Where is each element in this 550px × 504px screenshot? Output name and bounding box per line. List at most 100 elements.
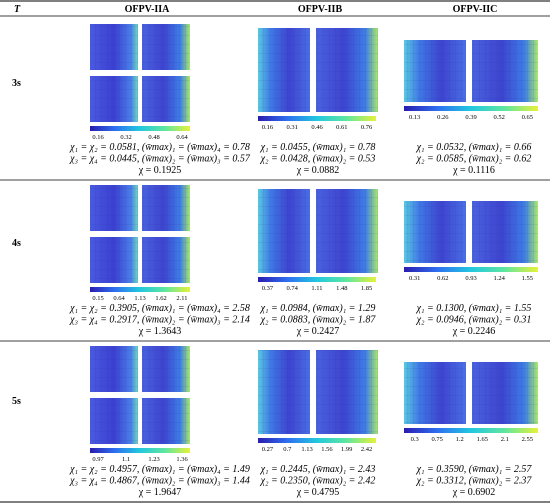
result-equation: χ = 0.0882 bbox=[296, 165, 340, 176]
result-equation: χ₂ = 0.0946, (w̄max)₂ = 0.31 bbox=[416, 315, 532, 326]
pv-panel-grid bbox=[316, 189, 378, 273]
colorbar-tick-label: 0.7 bbox=[283, 446, 292, 453]
pv-panel-grid bbox=[90, 346, 138, 392]
pv-panel-grid bbox=[142, 398, 190, 444]
colorbar-tick-label: 0.93 bbox=[465, 275, 476, 282]
result-equation: χ₁ = 0.0984, (w̄max)₁ = 1.29 bbox=[260, 303, 376, 314]
column-header: OFPV-IIA bbox=[125, 4, 171, 15]
colorbar bbox=[90, 448, 190, 453]
colorbar-tick-label: 0.13 bbox=[409, 114, 420, 121]
pv-panel-grid bbox=[90, 24, 138, 70]
colorbar-tick-label: 1.99 bbox=[341, 446, 352, 453]
colorbar-tick-label: 0.37 bbox=[262, 285, 274, 292]
column-header: OFPV-IIB bbox=[298, 4, 343, 15]
colorbar-tick-label: 0.31 bbox=[409, 275, 420, 282]
colorbar bbox=[90, 287, 190, 292]
pv-panel-grid bbox=[258, 189, 310, 273]
colorbar-tick-label: 0.97 bbox=[92, 456, 104, 463]
colorbar-tick-label: 0.65 bbox=[522, 114, 533, 121]
result-equation: χ₁ = χ₂ = 0.4957, (w̄max)₁ = (w̄max)₄ = … bbox=[69, 464, 250, 475]
colorbar-tick-label: 1.56 bbox=[321, 446, 333, 453]
colorbar-tick-label: 0.76 bbox=[361, 124, 373, 131]
result-equation: χ = 0.1925 bbox=[138, 165, 182, 176]
pv-panel-grid bbox=[316, 28, 378, 112]
result-equation: χ₁ = 0.3590, (w̄max)₁ = 2.57 bbox=[416, 464, 533, 475]
pv-panel-grid bbox=[142, 237, 190, 283]
pv-panel-grid bbox=[404, 362, 466, 424]
colorbar-tick-label: 2.42 bbox=[361, 446, 372, 453]
result-equation: χ₁ = 0.2445, (w̄max)₁ = 2.43 bbox=[260, 464, 376, 475]
colorbar-tick-label: 1.62 bbox=[155, 295, 166, 302]
colorbar-tick-label: 1.85 bbox=[361, 285, 372, 292]
result-equation: χ₃ = χ₄ = 0.4867, (w̄max)₂ = (w̄max)₃ = … bbox=[69, 476, 250, 487]
colorbar bbox=[404, 106, 538, 111]
colorbar-tick-label: 1.55 bbox=[522, 275, 533, 282]
colorbar-tick-label: 2.55 bbox=[522, 436, 533, 443]
colorbar-tick-label: 0.15 bbox=[92, 295, 103, 302]
result-equation: χ₂ = 0.3312, (w̄max)₂ = 2.37 bbox=[416, 476, 533, 487]
pv-panel-grid bbox=[472, 201, 538, 263]
colorbar bbox=[258, 438, 376, 443]
result-equation: χ₁ = χ₂ = 0.0581, (w̄max)₁ = (w̄max)₄ = … bbox=[69, 142, 250, 153]
colorbar-tick-label: 1.13 bbox=[134, 295, 145, 302]
colorbar-tick-label: 0.27 bbox=[262, 446, 274, 453]
result-equation: χ = 1.9647 bbox=[138, 487, 182, 498]
result-equation: χ = 0.4795 bbox=[296, 487, 340, 498]
pv-panel-grid bbox=[258, 350, 310, 434]
pv-panel-grid bbox=[90, 237, 138, 283]
result-equation: χ₁ = 0.1300, (w̄max)₁ = 1.55 bbox=[416, 303, 532, 314]
colorbar-tick-label: 2.1 bbox=[501, 436, 509, 443]
colorbar-tick-label: 0.48 bbox=[148, 134, 159, 141]
colorbar-tick-label: 0.39 bbox=[465, 114, 476, 121]
colorbar-tick-label: 1.36 bbox=[176, 456, 188, 463]
pv-panel-grid bbox=[90, 398, 138, 444]
colorbar-tick-label: 0.62 bbox=[437, 275, 448, 282]
pv-panel-grid bbox=[142, 24, 190, 70]
colorbar-tick-label: 1.23 bbox=[148, 456, 159, 463]
colorbar-tick-label: 1.2 bbox=[456, 436, 464, 443]
row-label: 5s bbox=[12, 396, 21, 407]
colorbar-tick-label: 0.32 bbox=[120, 134, 131, 141]
colorbar-tick-label: 1.13 bbox=[301, 446, 312, 453]
colorbar bbox=[258, 277, 376, 282]
colorbar bbox=[404, 267, 538, 272]
pv-panel-grid bbox=[142, 185, 190, 231]
result-equation: χ₃ = χ₄ = 0.0445, (w̄max)₂ = (w̄max)₃ = … bbox=[69, 154, 251, 165]
result-equation: χ₃ = χ₄ = 0.2917, (w̄max)₂ = (w̄max)₃ = … bbox=[69, 315, 250, 326]
result-equation: χ₂ = 0.0585, (w̄max)₂ = 0.62 bbox=[416, 154, 532, 165]
colorbar-tick-label: 2.11 bbox=[176, 295, 187, 302]
colorbar-tick-label: 1.11 bbox=[311, 285, 322, 292]
colorbar-tick-label: 0.3 bbox=[411, 436, 419, 443]
pv-panel-grid bbox=[404, 40, 466, 102]
row-label: 3s bbox=[12, 78, 21, 89]
pv-panel-grid bbox=[472, 40, 538, 102]
result-equation: χ = 0.2246 bbox=[452, 326, 496, 337]
colorbar-tick-label: 0.26 bbox=[437, 114, 449, 121]
pv-panel-grid bbox=[90, 185, 138, 231]
result-equation: χ₁ = χ₂ = 0.3905, (w̄max)₁ = (w̄max)₄ = … bbox=[69, 303, 250, 314]
result-equation: χ = 0.2427 bbox=[296, 326, 340, 337]
colorbar-tick-label: 1.24 bbox=[493, 275, 505, 282]
result-equation: χ₂ = 0.0428, (w̄max)₂ = 0.53 bbox=[260, 154, 376, 165]
colorbar-tick-label: 0.64 bbox=[113, 295, 125, 302]
pv-panel-grid bbox=[258, 28, 310, 112]
pv-panel-grid bbox=[316, 350, 378, 434]
result-equation: χ₁ = 0.0455, (w̄max)₁ = 0.78 bbox=[260, 142, 376, 153]
column-header: OFPV-IIC bbox=[453, 4, 498, 15]
pv-panel-grid bbox=[404, 201, 466, 263]
colorbar-tick-label: 0.74 bbox=[287, 285, 299, 292]
colorbar-tick-label: 0.64 bbox=[176, 134, 188, 141]
result-equation: χ = 0.6902 bbox=[452, 487, 496, 498]
result-equation: χ₂ = 0.0883, (w̄max)₂ = 1.87 bbox=[260, 315, 377, 326]
result-equation: χ = 0.1116 bbox=[452, 165, 495, 176]
colorbar bbox=[404, 428, 538, 433]
colorbar-tick-label: 1.1 bbox=[122, 456, 130, 463]
colorbar-tick-label: 0.16 bbox=[262, 124, 274, 131]
colorbar bbox=[258, 116, 376, 121]
pv-panel-grid bbox=[142, 76, 190, 122]
t-column-header: T bbox=[14, 4, 21, 15]
row-label: 4s bbox=[12, 238, 21, 249]
pv-panel-grid bbox=[142, 346, 190, 392]
pv-panel-grid bbox=[90, 76, 138, 122]
colorbar-tick-label: 1.48 bbox=[336, 285, 347, 292]
